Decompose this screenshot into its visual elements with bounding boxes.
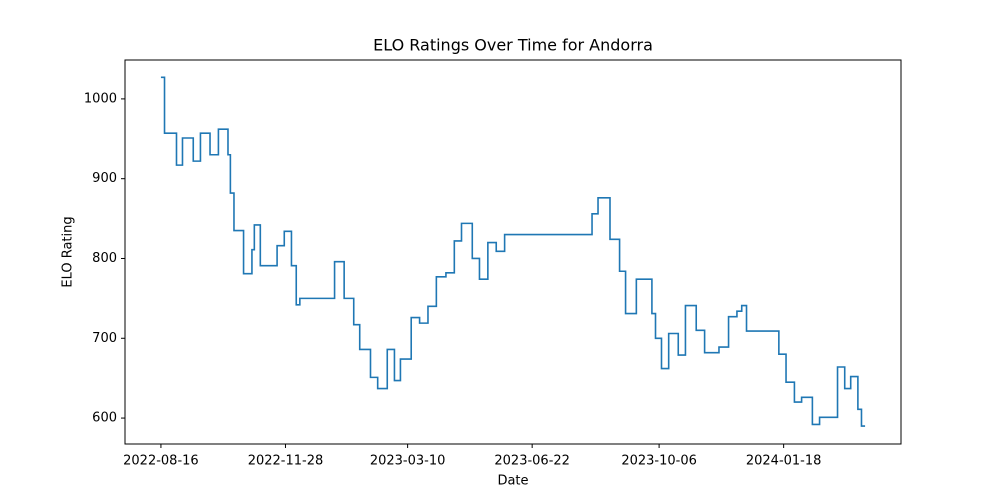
- x-axis-label: Date: [497, 474, 528, 489]
- x-tick-label: 2023-06-22: [494, 454, 570, 469]
- x-tick-label: 2022-08-16: [123, 454, 199, 469]
- y-tick-label: 600: [92, 411, 117, 426]
- chart-title: ELO Ratings Over Time for Andorra: [373, 36, 653, 55]
- x-tick-label: 2023-10-06: [621, 454, 697, 469]
- plot-frame: [124, 59, 902, 445]
- y-tick-label: 900: [92, 171, 117, 186]
- y-axis-label: ELO Rating: [61, 216, 76, 287]
- x-tick-label: 2024-01-18: [746, 454, 822, 469]
- data-line: [160, 76, 866, 427]
- x-tick-label: 2022-11-28: [248, 454, 324, 469]
- y-tick-label: 800: [92, 251, 117, 266]
- x-tick-label: 2023-03-10: [370, 454, 446, 469]
- y-tick-label: 700: [92, 331, 117, 346]
- y-tick-label: 1000: [84, 91, 117, 106]
